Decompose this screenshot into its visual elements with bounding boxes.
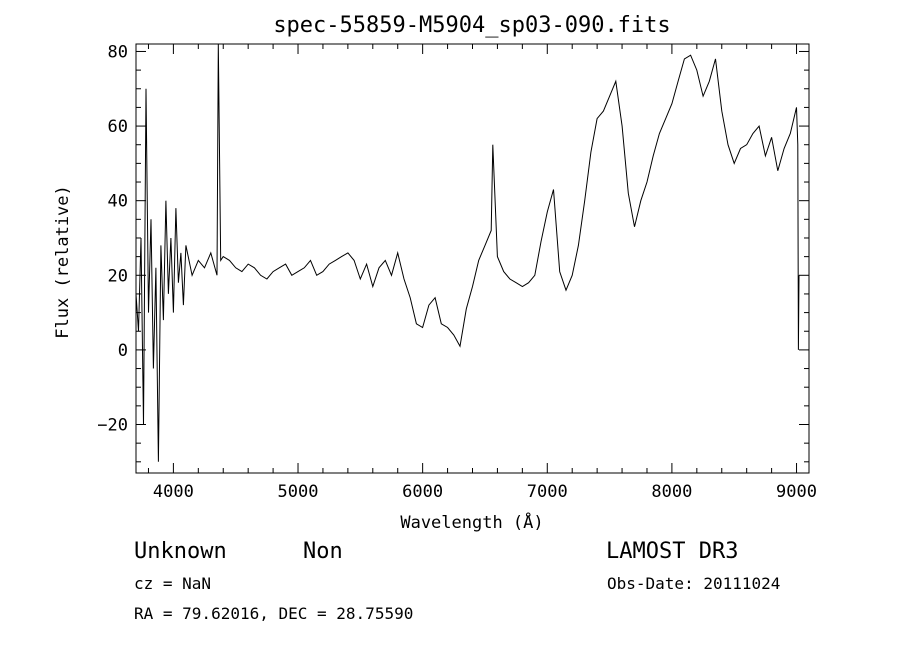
y-tick-label: 80 — [108, 42, 128, 62]
x-tick-label: 8000 — [651, 482, 692, 502]
survey-label: LAMOST DR3 — [606, 539, 738, 564]
y-tick-label: 40 — [108, 192, 128, 212]
x-tick-label: 4000 — [153, 482, 194, 502]
x-tick-label: 5000 — [278, 482, 319, 502]
y-axis-label: Flux (relative) — [53, 185, 73, 339]
plot-frame — [135, 43, 810, 474]
y-tick-label: 60 — [108, 117, 128, 137]
obs-date-label: Obs-Date: 20111024 — [607, 574, 780, 593]
subclass-label: Non — [303, 539, 343, 564]
chart-title: spec-55859-M5904_sp03-090.fits — [273, 13, 670, 38]
tick-labels: 4000 5000 6000 7000 8000 9000 −20 0 20 40 60 80 — [97, 42, 817, 502]
x-axis-label: Wavelength (Å) — [400, 511, 543, 533]
x-tick-label: 9000 — [776, 482, 817, 502]
class-label: Unknown — [134, 539, 227, 564]
x-tick-label: 7000 — [527, 482, 568, 502]
cz-label: cz = NaN — [134, 574, 211, 593]
spectrum-line — [135, 43, 800, 462]
y-tick-label: −20 — [97, 416, 128, 436]
y-tick-label: 20 — [108, 266, 128, 286]
x-tick-label: 6000 — [402, 482, 443, 502]
axis-ticks — [136, 44, 809, 473]
y-tick-label: 0 — [118, 341, 128, 361]
radec-label: RA = 79.62016, DEC = 28.75590 — [134, 604, 413, 623]
